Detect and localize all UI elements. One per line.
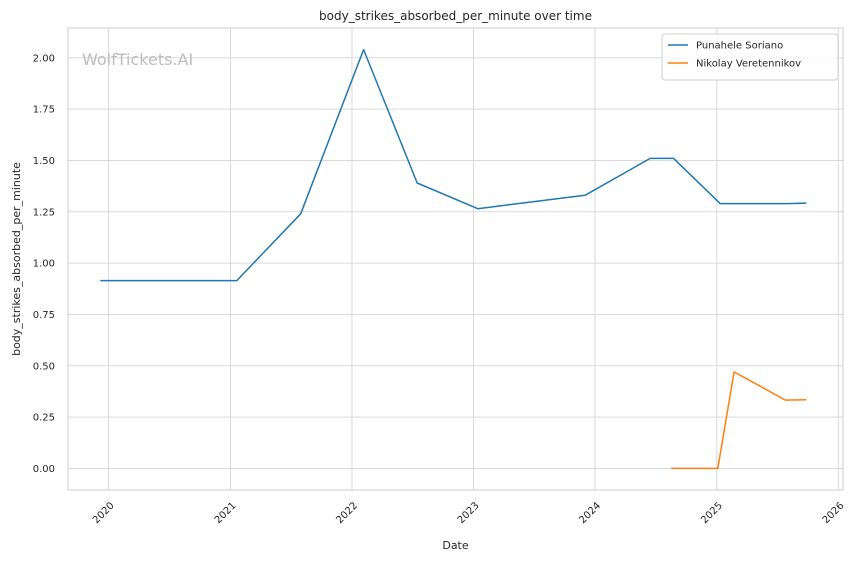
y-tick-label: 0.00 <box>33 464 55 475</box>
plot-area <box>67 27 844 491</box>
y-axis-label: body_strikes_absorbed_per_minute <box>10 162 23 356</box>
x-axis-label: Date <box>442 539 469 552</box>
watermark: WolfTickets.AI <box>82 50 193 69</box>
y-tick-label: 1.25 <box>33 207 55 218</box>
legend-label: Nikolay Veretennikov <box>696 59 801 70</box>
y-tick-label: 0.75 <box>33 310 55 321</box>
y-tick-label: 1.50 <box>33 156 55 167</box>
legend-box <box>661 33 839 81</box>
legend-label: Punahele Soriano <box>696 41 783 52</box>
y-tick-label: 1.75 <box>33 105 55 116</box>
y-tick-label: 1.00 <box>33 259 55 270</box>
series-line <box>671 371 807 470</box>
y-tick-label: 0.25 <box>33 413 55 424</box>
y-tick-label: 2.00 <box>33 53 55 64</box>
chart-title: body_strikes_absorbed_per_minute over ti… <box>319 9 592 23</box>
series-lines <box>100 48 807 470</box>
y-tick-label: 0.50 <box>33 361 55 372</box>
legend: Punahele Soriano Nikolay Veretennikov <box>661 33 839 81</box>
grid <box>68 28 843 490</box>
series-line <box>100 48 807 282</box>
y-tick-labels: 0.00 0.25 0.50 0.75 1.00 1.25 1.50 1.75 2.00 <box>33 53 55 475</box>
